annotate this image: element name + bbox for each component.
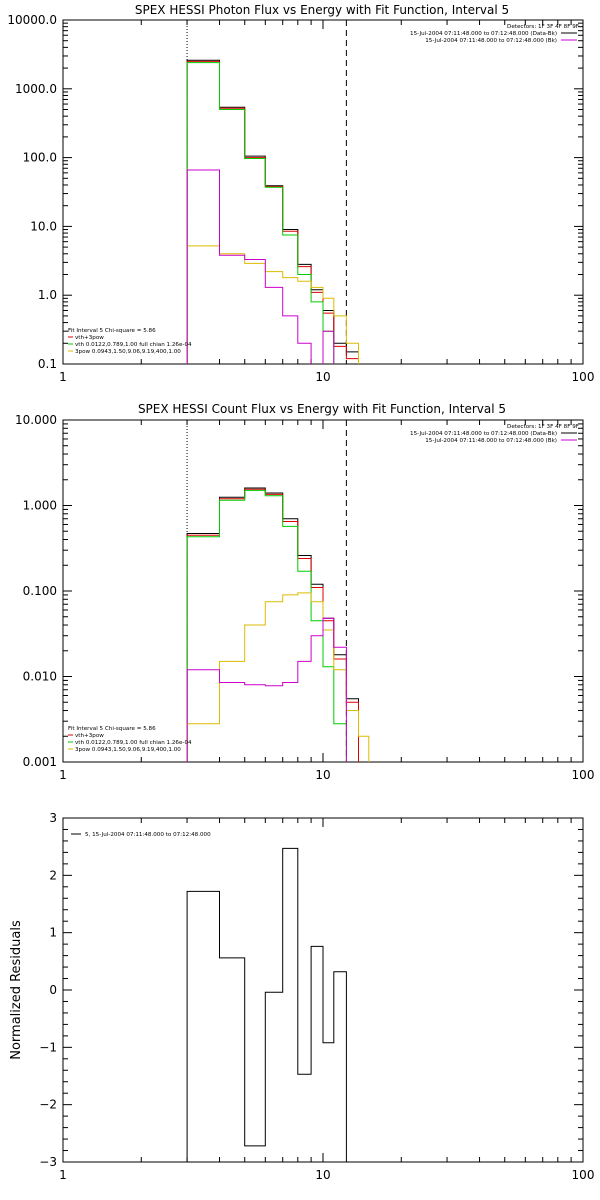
count-flux-series-2 [186,489,347,762]
residuals-x-tick-label: 1 [59,1168,67,1182]
count-flux-legend-entry: Detectors: 1F 3F 4F 8F 9F [507,424,579,430]
photon-flux-fit-legend-entry: vth 0.0122,0.789,1.00 full chian 1.26e-0… [75,342,192,348]
count-flux-y-tick-label: 0.001 [23,755,57,769]
residuals-y-tick-label: −2 [39,1098,57,1112]
photon-flux-y-tick-label: 10.0 [30,219,57,233]
photon-flux-title: SPEX HESSI Photon Flux vs Energy with Fi… [135,3,509,17]
photon-flux-y-tick-label: 0.1 [38,357,57,371]
residuals-x-tick-label: 10 [315,1168,330,1182]
count-flux-series-0 [186,487,359,762]
photon-flux-series-0 [186,59,359,364]
residuals-y-tick-label: 1 [49,926,57,940]
residuals-y-tick-label: −1 [39,1040,57,1054]
count-flux-fit-legend-entry: Fit Interval 5 Chi-square = 5.86 [68,726,156,732]
count-flux-y-tick-label: 0.100 [23,584,57,598]
count-flux-legend-entry: 15-Jul-2004 07:11:48.000 to 07:12:48.000… [410,431,557,437]
photon-flux-fit-legend-entry: Fit Interval 5 Chi-square = 5.86 [68,328,156,334]
photon-flux-y-tick-label: 100.0 [23,151,57,165]
photon-flux-fit-legend-entry: 3pow 0.0943,1.50,9.06,9.19,400,1.00 [75,349,181,355]
photon-flux-y-tick-label: 10000.0 [7,13,57,27]
count-flux-legend-entry: 15-Jul-2004 07:11:48.000 to 07:12:48.000… [425,438,557,444]
count-flux-fit-legend-entry: vth+3pow [75,733,104,739]
photon-flux-series-3 [186,245,359,364]
count-flux-series-3 [186,592,370,762]
residuals-ylabel: Normalized Residuals [9,920,24,1060]
photon-flux-series-1 [186,60,359,364]
residuals-y-tick-label: −3 [39,1155,57,1169]
count-flux-x-tick-label: 10 [315,768,330,782]
count-flux-y-tick-label: 10.000 [15,413,57,427]
residuals-x-tick-label: 100 [572,1168,595,1182]
count-flux-series-1 [186,488,359,762]
photon-flux-x-tick-label: 100 [572,370,595,384]
count-flux-title: SPEX HESSI Count Flux vs Energy with Fit… [138,402,506,416]
photon-flux-fit-legend-entry: vth+3pow [75,335,104,341]
residuals-y-tick-label: 0 [49,983,57,997]
count-flux-x-tick-label: 1 [59,768,67,782]
count-flux-y-tick-label: 1.000 [23,499,57,513]
count-flux-y-tick-label: 0.010 [23,670,57,684]
photon-flux-panel: SPEX HESSI Photon Flux vs Energy with Fi… [7,3,595,384]
residuals-y-tick-label: 2 [49,868,57,882]
residuals-series-0 [186,847,347,1162]
photon-flux-legend-entry: 15-Jul-2004 07:11:48.000 to 07:12:48.000… [410,31,557,37]
photon-flux-legend-entry: 15-Jul-2004 07:11:48.000 to 07:12:48.000… [425,38,557,44]
photon-flux-series-4 [186,169,335,364]
count-flux-panel: SPEX HESSI Count Flux vs Energy with Fit… [15,402,595,782]
residuals-legend-entry: 5, 15-Jul-2004 07:11:48.000 to 07:12:48.… [85,832,211,838]
residuals-panel: Normalized Residuals 1 10 100 −3 −2 −1 0 1 2 3 5, … [9,811,594,1182]
count-flux-series-4 [186,617,347,762]
count-flux-fit-legend-entry: 3pow 0.0943,1.50,9.06,9.19,400,1.00 [75,747,181,753]
photon-flux-y-tick-label: 1.0 [38,288,57,302]
count-flux-x-tick-label: 100 [572,768,595,782]
photon-flux-legend-entry: Detectors: 1F 3F 4F 8F 9F [507,24,579,30]
photon-flux-x-tick-label: 10 [315,370,330,384]
residuals-y-tick-label: 3 [49,811,57,825]
photon-flux-y-tick-label: 1000.0 [15,82,57,96]
count-flux-fit-legend-entry: vth 0.0122,0.789,1.00 full chian 1.26e-0… [75,740,192,746]
photon-flux-x-tick-label: 1 [59,370,67,384]
